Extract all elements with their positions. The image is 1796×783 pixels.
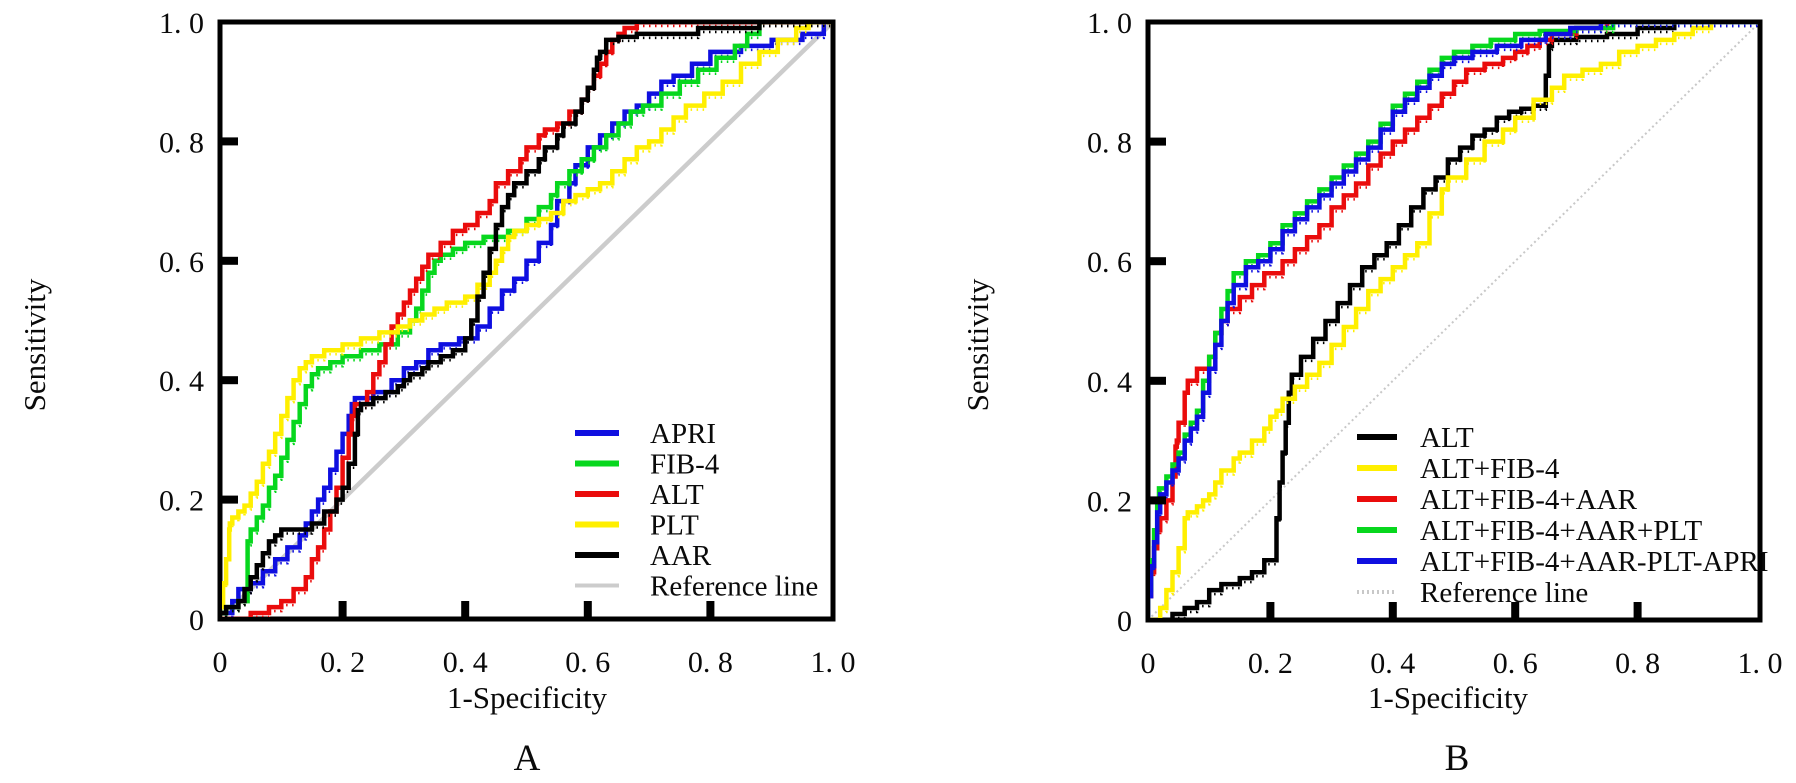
panel-b-curves — [1150, 24, 1758, 618]
roc-curve-fringe — [222, 24, 831, 617]
panel-a-y-axis-label: Sensitivity — [17, 278, 52, 411]
y-tick — [222, 137, 238, 146]
x-tick — [583, 601, 592, 617]
y-tick — [222, 256, 238, 265]
y-tick-label: 1. 0 — [159, 7, 204, 40]
y-tick-label: 0. 4 — [1087, 366, 1132, 399]
roc-curve-fringe — [1158, 24, 1758, 618]
legend-label: FIB-4 — [650, 449, 720, 481]
legend-label: ALT+FIB-4+AAR-PLT-APRI — [1420, 546, 1769, 578]
roc-curve-ALT — [1150, 24, 1758, 618]
panel-a-curves — [222, 24, 831, 617]
y-tick — [222, 376, 238, 385]
legend-label: Reference line — [650, 571, 818, 603]
y-tick-label: 0. 6 — [1087, 246, 1132, 279]
legend-label: ALT+FIB-4 — [1420, 453, 1560, 485]
x-tick-label: 1. 0 — [811, 646, 856, 679]
roc-curve-fringe — [222, 24, 831, 617]
panel-b-x-axis-label: 1-Specificity — [1368, 680, 1529, 715]
y-tick-label: 0. 2 — [1087, 485, 1132, 518]
x-tick — [1388, 602, 1397, 618]
legend-label: AAR — [650, 540, 712, 572]
panel-b-ticks — [1150, 137, 1642, 618]
x-tick — [338, 601, 347, 617]
roc-curve-fringe — [1150, 24, 1758, 602]
panel-a-ticks — [222, 137, 715, 617]
legend-label: PLT — [650, 510, 699, 542]
panel-a-frame — [217, 19, 836, 622]
roc-curve-ALT+FIB-4 — [1150, 24, 1758, 618]
plot-border — [1145, 19, 1763, 623]
roc-curve-fringe — [1150, 24, 1758, 602]
y-tick-label: 0 — [189, 604, 204, 637]
legend-label: ALT — [650, 479, 704, 511]
panel-b: 0 0. 2 0. 4 0. 6 0. 8 1. 0 0 0. 2 0. 4 0. 6 0. 8 1.… — [960, 7, 1783, 779]
x-tick-label: 0. 4 — [1370, 647, 1415, 680]
plot-border — [217, 19, 836, 622]
legend-label: ALT — [1420, 422, 1474, 454]
panel-a-tick-labels: 0 0. 2 0. 4 0. 6 0. 8 1. 0 0 0. 2 0. 4 0. 6 0. 8 1.… — [159, 7, 856, 679]
legend-label: APRI — [650, 418, 716, 450]
y-tick-label: 0 — [1117, 605, 1132, 638]
panel-b-tick-labels: 0 0. 2 0. 4 0. 6 0. 8 1. 0 0 0. 2 0. 4 0. 6 0. 8 1.… — [1087, 7, 1783, 680]
x-tick — [1633, 602, 1642, 618]
y-tick — [1150, 496, 1166, 505]
x-tick — [461, 601, 470, 617]
y-tick-label: 0. 2 — [159, 485, 204, 518]
roc-curve-fringe — [222, 24, 831, 613]
roc-curve-ALT+FIB-4+AAR — [1150, 24, 1758, 618]
y-tick-label: 1. 0 — [1087, 7, 1132, 40]
x-tick-label: 0. 6 — [565, 646, 610, 679]
x-tick — [1266, 602, 1275, 618]
y-tick-label: 0. 4 — [159, 365, 204, 398]
y-tick — [1150, 137, 1166, 146]
x-tick-label: 0. 6 — [1493, 647, 1538, 680]
x-tick-label: 0 — [1141, 647, 1156, 680]
y-tick — [1150, 257, 1166, 266]
panel-b-legend: ALTALT+FIB-4ALT+FIB-4+AARALT+FIB-4+AAR+P… — [1357, 422, 1769, 609]
y-tick — [1150, 376, 1166, 385]
y-tick-label: 0. 8 — [159, 126, 204, 159]
roc-curve-AAR — [222, 24, 831, 617]
x-tick-label: 0. 2 — [320, 646, 365, 679]
roc-curve-fringe — [1171, 24, 1758, 618]
x-tick-label: 1. 0 — [1738, 647, 1783, 680]
x-tick — [1511, 602, 1520, 618]
roc-curve-ALT+FIB-4+AAR-PLT-APRI — [1150, 24, 1758, 618]
panel-b-frame — [1145, 19, 1763, 623]
panel-a: 0 0. 2 0. 4 0. 6 0. 8 1. 0 0 0. 2 0. 4 0. 6 0. 8 1.… — [17, 7, 856, 779]
legend-label: ALT+FIB-4+AAR — [1420, 484, 1638, 516]
x-tick-label: 0. 8 — [688, 646, 733, 679]
x-tick-label: 0. 8 — [1615, 647, 1660, 680]
y-tick — [222, 495, 238, 504]
legend-label: ALT+FIB-4+AAR+PLT — [1420, 515, 1702, 547]
x-tick-label: 0. 4 — [443, 646, 488, 679]
x-tick-label: 0. 2 — [1248, 647, 1293, 680]
panel-b-y-axis-label: Sensitivity — [960, 278, 995, 411]
panel-a-caption: A — [514, 738, 541, 779]
y-tick-label: 0. 6 — [159, 246, 204, 279]
x-tick-label: 0 — [213, 646, 228, 679]
panel-b-caption: B — [1445, 738, 1470, 779]
legend-label: Reference line — [1420, 577, 1588, 609]
panel-a-x-axis-label: 1-Specificity — [447, 680, 608, 715]
y-tick-label: 0. 8 — [1087, 127, 1132, 160]
x-tick — [706, 601, 715, 617]
